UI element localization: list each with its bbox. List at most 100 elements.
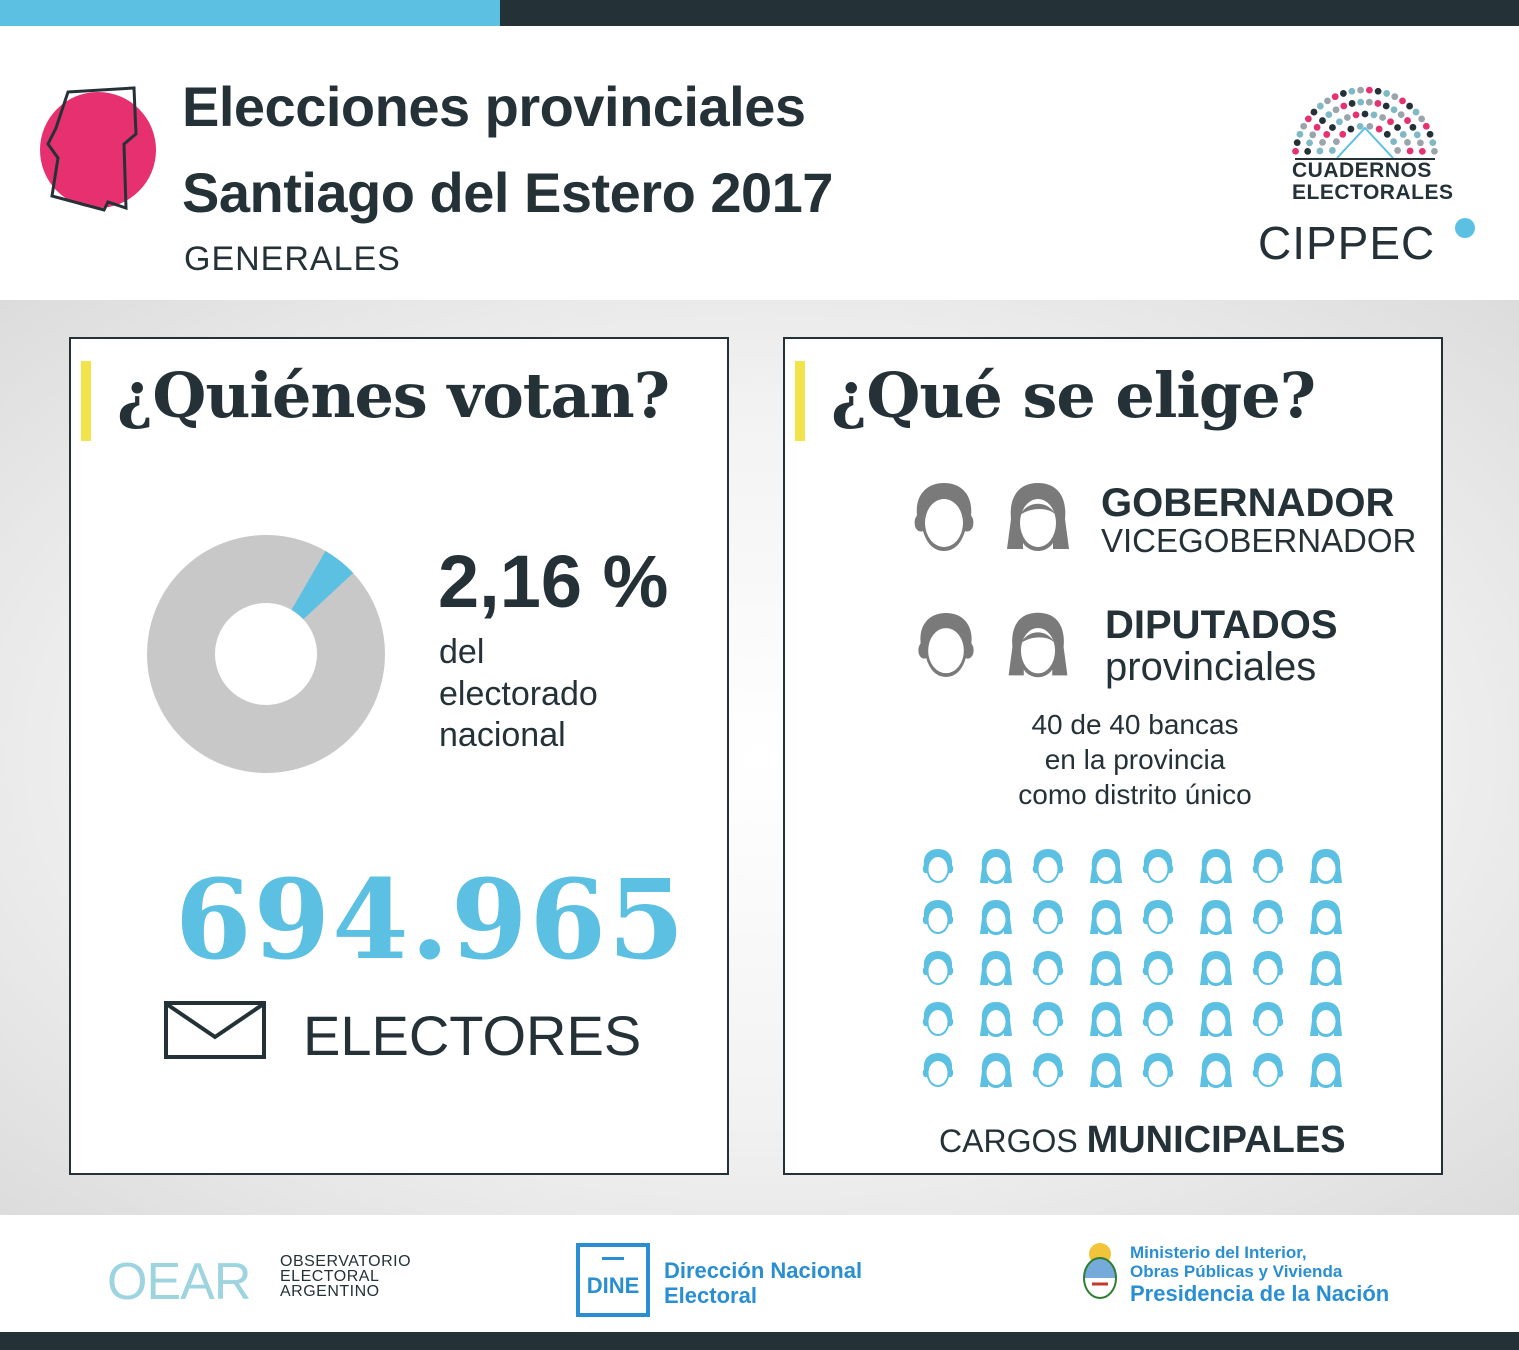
logo-dot (1316, 147, 1324, 155)
seat-male-icon (1252, 1002, 1284, 1036)
seat-male-icon (1142, 849, 1174, 883)
logo-dot (1375, 125, 1383, 133)
seat-female-icon (1090, 1002, 1122, 1037)
gobernador-label: GOBERNADOR (1101, 481, 1395, 525)
bancas-line1: 40 de 40 bancas (1031, 709, 1239, 740)
logo-dot (1324, 97, 1331, 105)
vicegobernador-label: VICEGOBERNADOR (1101, 522, 1417, 559)
seat-female-icon (1200, 1002, 1232, 1037)
cargos-prefix: CARGOS (939, 1123, 1078, 1159)
page-title-line1: Elecciones provinciales (182, 75, 806, 138)
quienes-votan-panel: ¿Quiénes votan? 2,16 % del electorado na… (69, 337, 729, 1175)
bottom-color-bar (0, 1332, 1519, 1350)
electorate-percentage: 2,16 % (438, 540, 669, 623)
logo-dot (1406, 102, 1414, 110)
seat-female-icon (980, 1002, 1012, 1037)
seat-male-icon (1032, 1002, 1064, 1036)
seat-female-icon (1090, 900, 1122, 935)
seat-female-icon (1310, 849, 1342, 884)
bancas-description: 40 de 40 bancas en la provincia como dis… (935, 707, 1335, 812)
oear-line2: ELECTORAL (280, 1268, 380, 1285)
seat-male-icon (1252, 900, 1284, 934)
logo-dot (1383, 90, 1391, 97)
male-person-icon (918, 613, 974, 677)
logo-dot (1404, 138, 1411, 146)
seat-female-icon (1200, 849, 1232, 884)
page-title-line2: Santiago del Estero 2017 (182, 161, 833, 224)
seat-male-icon (1032, 951, 1064, 985)
cargos-municipales-label: CARGOS MUNICIPALES (939, 1119, 1346, 1162)
dne-line2: Electoral (664, 1283, 757, 1308)
logo-dot (1304, 115, 1312, 123)
yellow-accent-bar (795, 361, 805, 441)
top-color-bar (0, 0, 1519, 26)
logo-dot (1370, 111, 1378, 119)
seat-male-icon (922, 1053, 954, 1087)
que-se-elige-title: ¿Qué se elige? (831, 359, 1316, 432)
cargos-bold: MUNICIPALES (1086, 1119, 1346, 1161)
logo-dot (1313, 123, 1321, 131)
logo-dot (1348, 100, 1356, 107)
seat-female-icon (980, 900, 1012, 935)
logo-dot (1418, 115, 1426, 123)
percentage-label-line3: nacional (439, 716, 566, 754)
seat-female-icon (1090, 1053, 1122, 1088)
donut-base-ring (147, 535, 385, 773)
seat-female-icon (980, 849, 1012, 884)
quienes-votan-title: ¿Quiénes votan? (117, 359, 670, 432)
seat-male-icon (1252, 849, 1284, 883)
footer (0, 1215, 1519, 1332)
bancas-line2: en la provincia (1044, 744, 1226, 775)
oear-wordmark: OBSERVATORIO ELECTORAL ARGENTINO (280, 1254, 411, 1300)
top-bar-light-segment (0, 0, 500, 26)
logo-dot (1418, 147, 1426, 155)
logo-dot (1390, 106, 1398, 114)
cuadernos-electorales-logo-icon (1292, 86, 1438, 160)
logo-dot (1404, 117, 1411, 124)
logo-dot (1387, 118, 1394, 126)
logo-dot (1409, 123, 1417, 131)
seat-male-icon (1142, 1053, 1174, 1087)
dne-line1: Dirección Nacional (664, 1258, 863, 1283)
logo-dot (1296, 130, 1304, 138)
dine-logo-icon: DINE (576, 1243, 650, 1317)
logo-dot (1332, 106, 1340, 114)
ministerio-line3: Presidencia de la Nación (1130, 1281, 1390, 1306)
logo-dot (1357, 98, 1365, 106)
diputados-label: DIPUTADOS (1105, 603, 1338, 647)
female-person-icon (1008, 612, 1068, 678)
logo-dot (1413, 131, 1421, 139)
logo-dot (1323, 131, 1331, 138)
cuadernos-line2: ELECTORALES (1292, 181, 1454, 204)
seat-female-icon (1310, 1053, 1342, 1088)
page-subtitle: GENERALES (184, 240, 401, 278)
logo-dot (1347, 125, 1355, 133)
logo-dot (1328, 147, 1336, 154)
logo-dot (1394, 147, 1402, 154)
logo-dot (1293, 139, 1301, 146)
logo-dot (1406, 147, 1414, 155)
logo-dot (1352, 111, 1360, 119)
logo-dot (1426, 130, 1434, 138)
logo-dot (1412, 108, 1420, 116)
logo-dot (1379, 114, 1387, 121)
logo-dot (1340, 102, 1348, 110)
top-bar-dark-segment (500, 0, 1519, 26)
seat-male-icon (1142, 951, 1174, 985)
logo-dot (1348, 87, 1356, 95)
envelope-icon (164, 1001, 266, 1059)
bancas-line3: como distrito único (1018, 779, 1252, 810)
seat-male-icon (1032, 900, 1064, 934)
percentage-label-line1: del (439, 633, 485, 671)
national-emblem-icon (1083, 1243, 1117, 1299)
oear-logo-icon: OEAR (107, 1253, 251, 1311)
seat-male-icon (922, 951, 954, 985)
logo-dot (1382, 102, 1390, 110)
logo-dot (1319, 138, 1326, 146)
seats-icon-grid (922, 849, 1342, 1088)
logo-dot (1394, 124, 1401, 131)
logo-dot (1331, 93, 1339, 101)
logo-dot (1300, 122, 1308, 130)
logo-dot (1429, 139, 1437, 146)
seat-female-icon (1310, 951, 1342, 986)
